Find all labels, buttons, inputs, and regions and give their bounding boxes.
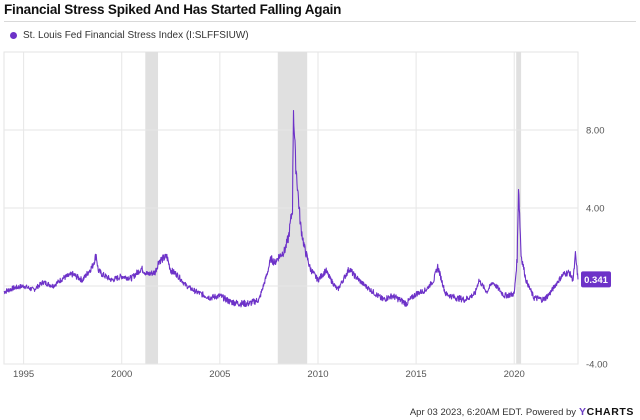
y-tick-label: 8.00 — [586, 126, 605, 137]
chart-legend: St. Louis Fed Financial Stress Index (I:… — [10, 30, 249, 41]
ycharts-logo-text: CHARTS — [586, 406, 634, 418]
x-tick-label: 2000 — [111, 369, 132, 380]
x-tick-label: 1995 — [13, 369, 34, 380]
title-divider — [4, 21, 636, 22]
footer-powered-by: Powered by — [525, 406, 577, 418]
line-chart: 1995 2000 2005 2010 2015 2020 8.00 4.00 -4.00 0.3… — [3, 51, 611, 380]
chart-title: Financial Stress Spiked And Has Started … — [4, 2, 342, 17]
series-line — [3, 109, 579, 308]
y-tick-label: 4.00 — [586, 204, 605, 215]
y-tick-label: -4.00 — [586, 360, 608, 371]
footer-timestamp: Apr 03 2023, 6:20AM EDT. — [409, 406, 523, 418]
last-value-label: 0.341 — [584, 275, 608, 286]
legend-marker — [10, 32, 17, 39]
x-tick-label: 2015 — [406, 369, 427, 380]
last-value-badge — [581, 271, 611, 288]
ycharts-logo-y: Y — [579, 406, 587, 418]
x-tick-label: 2010 — [307, 369, 328, 380]
x-tick-label: 2005 — [209, 369, 230, 380]
x-tick-label: 2020 — [504, 369, 525, 380]
legend-label: St. Louis Fed Financial Stress Index (I:… — [23, 30, 249, 41]
chart-footer: Apr 03 2023, 6:20AM EDT. Powered by YCHA… — [410, 406, 634, 418]
ycharts-logo[interactable]: YCHARTS — [579, 406, 634, 418]
